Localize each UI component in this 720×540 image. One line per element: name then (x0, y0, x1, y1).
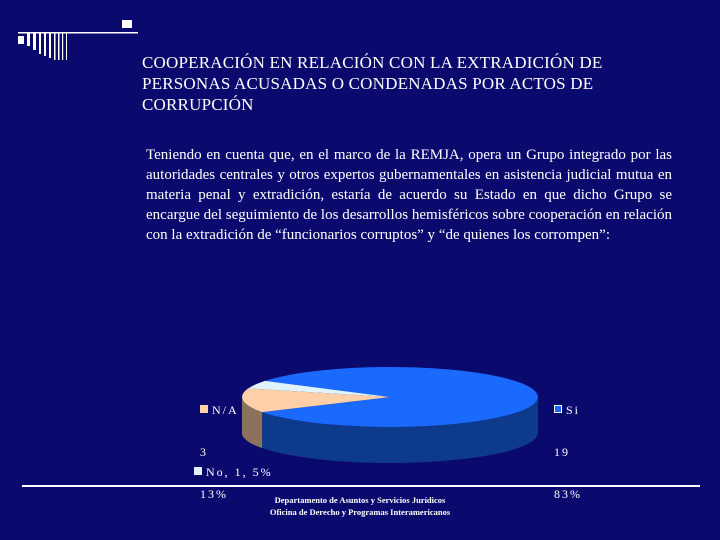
decorative-bars (18, 20, 138, 60)
slide-title: COOPERACIÓN EN RELACIÓN CON LA EXTRADICI… (142, 53, 603, 114)
footer-line-2: Oficina de Derecho y Programas Interamer… (269, 507, 451, 517)
legend-si-swatch (554, 405, 562, 413)
footer-divider (22, 485, 700, 487)
pie-side-na (242, 396, 263, 449)
legend-no-swatch (194, 467, 202, 475)
pie-side-si (262, 397, 538, 463)
footer-line-1: Departamento de Asuntos y Servicios Jurí… (274, 495, 446, 505)
legend-na-label: N/A (212, 403, 239, 417)
legend-na: N/A 3 13% (200, 375, 239, 529)
legend-si-label: Si (566, 403, 581, 417)
legend-no: No, 1, 5% (174, 451, 273, 493)
legend-na-percent: 13% (200, 487, 228, 501)
slide-body-text: Teniendo en cuenta que, en el marco de l… (146, 147, 672, 243)
legend-na-swatch (200, 405, 208, 413)
legend-si: Si 19 83% (554, 375, 582, 529)
pie-chart-svg (242, 366, 538, 463)
legend-si-percent: 83% (554, 487, 582, 501)
legend-si-count: 19 (554, 445, 570, 459)
legend-na-count: 3 (200, 445, 208, 459)
pie-slice-no (248, 380, 390, 397)
pie-chart: N/A 3 13% Si 19 83% No, 1, 5% (160, 355, 620, 501)
pie-slice-na (242, 388, 390, 413)
legend-no-label: No, 1, 5% (206, 465, 273, 479)
pie-slice-si (262, 366, 538, 427)
footer: Departamento de Asuntos y Servicios Jurí… (200, 494, 520, 518)
